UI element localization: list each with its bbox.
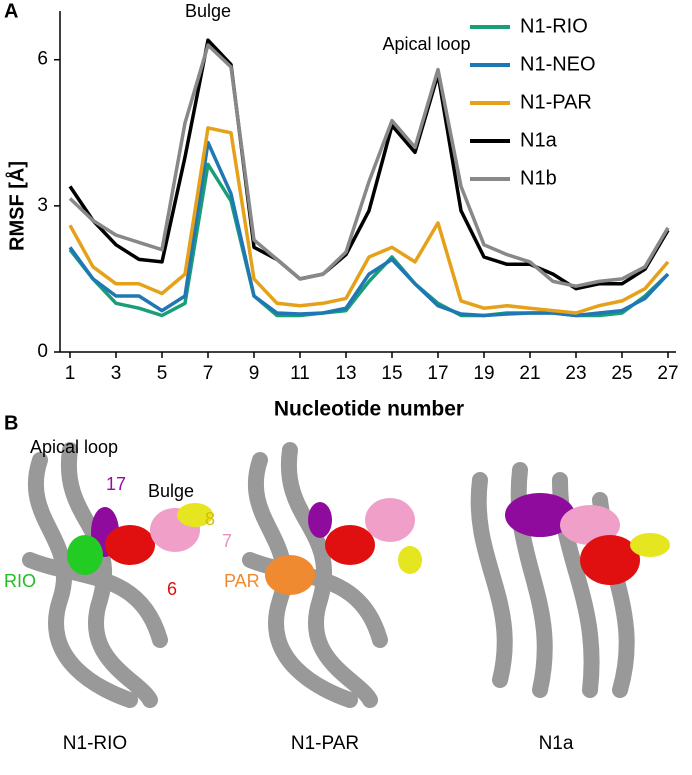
x-tick-label: 9 bbox=[249, 363, 260, 384]
legend-label: N1b bbox=[520, 167, 557, 189]
x-tick-label: 3 bbox=[111, 363, 122, 384]
legend-label: N1-RIO bbox=[520, 15, 588, 37]
x-tick-label: 15 bbox=[381, 363, 402, 384]
x-tick-label: 7 bbox=[203, 363, 214, 384]
x-tick-label: 5 bbox=[157, 363, 168, 384]
label-bulge: Bulge bbox=[148, 481, 194, 501]
y-tick-label: 3 bbox=[37, 195, 48, 216]
y-axis-label: RMSF [Å] bbox=[4, 161, 28, 251]
y-tick-label: 0 bbox=[37, 341, 48, 362]
x-tick-label: 25 bbox=[611, 363, 632, 384]
annotation: Apical loop bbox=[382, 34, 470, 54]
series-line bbox=[68, 43, 670, 288]
x-tick-label: 1 bbox=[65, 363, 76, 384]
caption: N1-RIO bbox=[63, 733, 127, 754]
series-line bbox=[68, 140, 670, 318]
label-6: 6 bbox=[167, 579, 177, 599]
label-apical-loop: Apical loop bbox=[30, 437, 118, 457]
molecule-rio bbox=[22, 442, 213, 708]
legend-label: N1-NEO bbox=[520, 53, 596, 75]
label-8: 8 bbox=[205, 509, 215, 529]
x-tick-label: 21 bbox=[519, 363, 540, 384]
x-tick-label: 13 bbox=[335, 363, 356, 384]
panel-label: A bbox=[4, 0, 18, 22]
y-tick-label: 6 bbox=[37, 49, 48, 70]
x-tick-label: 17 bbox=[427, 363, 448, 384]
label-17: 17 bbox=[106, 474, 126, 494]
x-tick-label: 27 bbox=[657, 363, 678, 384]
x-tick-label: 19 bbox=[473, 363, 494, 384]
series-line bbox=[68, 126, 670, 315]
x-tick-label: 23 bbox=[565, 363, 586, 384]
legend-label: N1-PAR bbox=[520, 91, 592, 113]
legend-label: N1a bbox=[520, 129, 558, 151]
panel-label: B bbox=[4, 412, 18, 434]
caption: N1a bbox=[539, 733, 574, 754]
x-tick-label: 11 bbox=[290, 363, 310, 384]
series-line bbox=[68, 38, 670, 291]
label-rio: RIO bbox=[4, 571, 36, 591]
x-axis-label: Nucleotide number bbox=[274, 398, 464, 421]
label-7: 7 bbox=[222, 531, 232, 551]
molecule-par bbox=[242, 442, 422, 708]
label-par: PAR bbox=[224, 571, 260, 591]
caption: N1-PAR bbox=[291, 733, 359, 754]
annotation: Bulge bbox=[185, 1, 231, 21]
molecule-n1a bbox=[470, 462, 670, 698]
